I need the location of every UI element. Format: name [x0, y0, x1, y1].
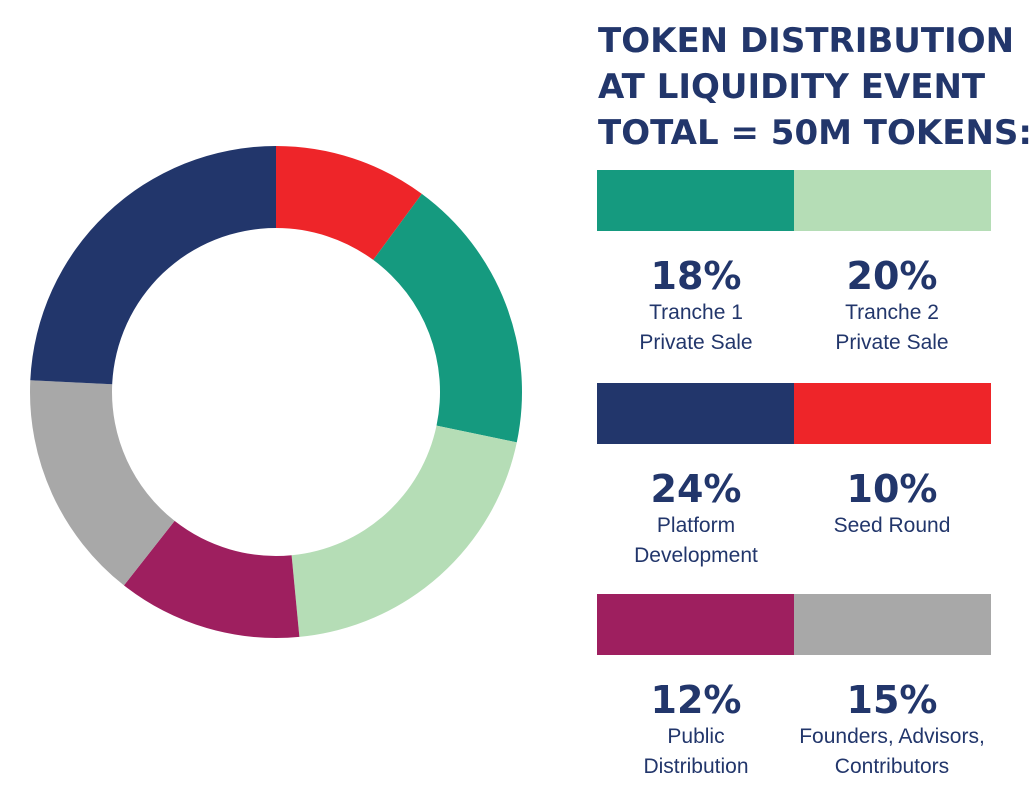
legend-label: Tranche 2 Private Sale	[777, 298, 1007, 358]
donut-slice	[291, 425, 517, 637]
legend-swatch	[794, 383, 991, 444]
legend-swatch	[597, 383, 794, 444]
legend-label: Founders, Advisors, Contributors	[777, 722, 1007, 782]
legend-percent: 15%	[846, 678, 938, 722]
title-line: TOKEN DISTRIBUTION	[598, 21, 1015, 61]
legend-label-line: Seed Round	[833, 514, 951, 537]
legend-percent: 12%	[650, 678, 742, 722]
legend-swatch	[794, 594, 991, 655]
legend-percent: 24%	[650, 467, 742, 511]
legend-label: Platform Development	[581, 511, 811, 571]
legend-label: Public Distribution	[581, 722, 811, 782]
donut-slice	[276, 146, 422, 260]
legend-percent: 18%	[650, 254, 742, 298]
chart-title: TOKEN DISTRIBUTION AT LIQUIDITY EVENT TO…	[598, 18, 1030, 156]
legend-swatch	[794, 170, 991, 231]
legend-label-line: Distribution	[643, 755, 749, 778]
title-line: AT LIQUIDITY EVENT	[598, 67, 986, 107]
legend-label: Seed Round	[777, 511, 1007, 541]
legend-label-line: Public	[667, 725, 725, 748]
legend-label-line: Contributors	[834, 755, 950, 778]
legend-swatch	[597, 170, 794, 231]
donut-chart	[30, 146, 522, 639]
legend-label-line: Platform	[656, 514, 736, 537]
donut-slice	[30, 146, 276, 385]
donut-slice	[30, 380, 175, 586]
legend-label-line: Founders, Advisors,	[799, 725, 985, 748]
legend-label-line: Private Sale	[835, 331, 949, 354]
legend-percent: 10%	[846, 467, 938, 511]
legend-label-line: Development	[634, 544, 758, 567]
legend-swatch	[597, 594, 794, 655]
title-line: TOTAL = 50M TOKENS:	[598, 113, 1030, 153]
legend-label: Tranche 1 Private Sale	[581, 298, 811, 358]
legend-label-line: Private Sale	[639, 331, 753, 354]
legend-label-line: Tranche 2	[845, 301, 939, 324]
legend-percent: 20%	[846, 254, 938, 298]
donut-slice	[123, 520, 300, 639]
legend-label-line: Tranche 1	[649, 301, 743, 324]
donut-slice	[373, 193, 522, 443]
